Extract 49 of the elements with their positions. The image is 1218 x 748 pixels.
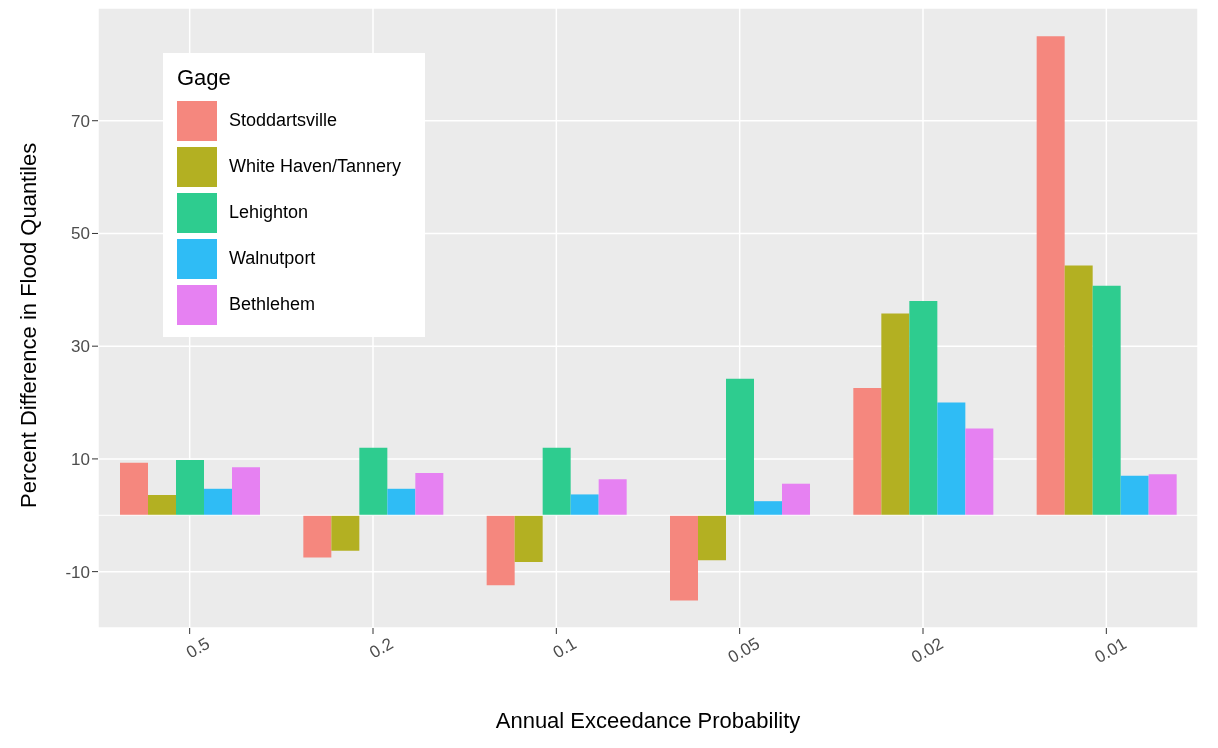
bar bbox=[359, 447, 388, 516]
bar bbox=[881, 313, 910, 516]
bar bbox=[726, 378, 754, 516]
x-axis-title: Annual Exceedance Probability bbox=[495, 708, 801, 733]
bar bbox=[542, 447, 571, 516]
x-tick-label: 0.01 bbox=[1091, 633, 1130, 667]
bar bbox=[232, 467, 260, 516]
legend-label: White Haven/Tannery bbox=[229, 156, 402, 176]
bar bbox=[1064, 265, 1093, 516]
bar bbox=[176, 460, 204, 516]
bar bbox=[909, 301, 938, 516]
y-tick-label: 50 bbox=[71, 224, 90, 244]
bar bbox=[486, 515, 515, 586]
legend-label: Bethlehem bbox=[229, 294, 316, 314]
y-tick-label: 30 bbox=[71, 337, 90, 357]
bar bbox=[1092, 285, 1121, 516]
bar bbox=[331, 515, 360, 551]
legend-label: Lehighton bbox=[229, 202, 309, 222]
bar bbox=[1036, 36, 1065, 516]
bar bbox=[1148, 474, 1177, 516]
bar bbox=[782, 483, 810, 516]
bar bbox=[754, 501, 782, 516]
x-tick-label: 0.5 bbox=[183, 633, 213, 663]
legend-label: Walnutport bbox=[229, 248, 316, 268]
x-tick-label: 0.02 bbox=[908, 633, 947, 667]
x-tick-label: 0.05 bbox=[724, 633, 763, 667]
bar bbox=[1120, 475, 1149, 516]
y-tick-label: 70 bbox=[71, 111, 90, 131]
bar bbox=[148, 494, 176, 516]
x-tick-label: 0.1 bbox=[549, 633, 580, 663]
bar bbox=[415, 473, 444, 516]
bar bbox=[303, 515, 332, 558]
bar bbox=[387, 488, 416, 516]
bar bbox=[598, 479, 627, 516]
y-axis-title: Percent Difference in Flood Quantiles bbox=[15, 142, 41, 508]
legend-title: Gage bbox=[177, 65, 231, 91]
bar bbox=[937, 402, 966, 516]
bar bbox=[570, 494, 599, 516]
bar bbox=[204, 488, 232, 516]
bar bbox=[514, 515, 543, 563]
x-tick-label: 0.2 bbox=[366, 633, 397, 663]
bar bbox=[670, 515, 698, 601]
bar bbox=[965, 428, 994, 516]
bar bbox=[698, 515, 726, 561]
y-tick-label: -10 bbox=[65, 562, 90, 582]
legend-label: Stoddartsville bbox=[229, 110, 338, 130]
bar bbox=[853, 387, 882, 516]
y-tick-label: 10 bbox=[71, 449, 90, 469]
bar bbox=[120, 462, 148, 516]
